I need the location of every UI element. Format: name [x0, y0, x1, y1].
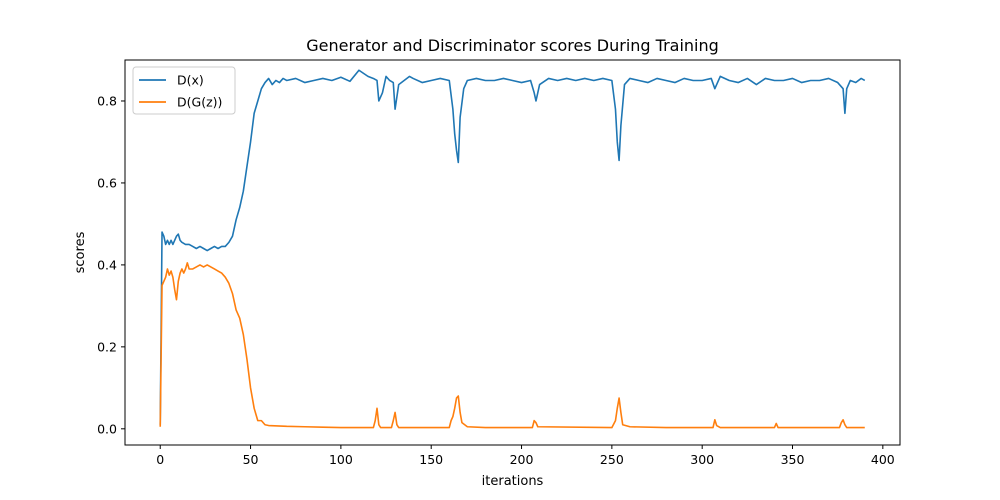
y-tick-label: 0.6: [97, 175, 117, 190]
x-tick-label: 400: [871, 452, 895, 467]
x-tick-label: 350: [781, 452, 805, 467]
x-tick-label: 300: [690, 452, 714, 467]
x-tick-label: 100: [329, 452, 353, 467]
x-tick-label: 0: [156, 452, 164, 467]
series-line-1: [159, 262, 865, 429]
series-layer: [159, 69, 866, 429]
legend-label-0: D(x): [177, 73, 204, 88]
legend-label-1: D(G(z)): [177, 95, 222, 110]
x-tick-label: 250: [600, 452, 624, 467]
chart-title: Generator and Discriminator scores Durin…: [306, 36, 719, 55]
y-tick-label: 0.0: [97, 421, 117, 436]
x-tick-label: 200: [510, 452, 534, 467]
series-line-0: [159, 69, 866, 425]
x-tick-label: 150: [419, 452, 443, 467]
y-tick-label: 0.4: [97, 257, 117, 272]
y-axis-label: scores: [73, 231, 88, 273]
y-tick-label: 0.8: [97, 93, 117, 108]
x-axis-ticks: 0 50 100 150 200 250 300 350 400: [156, 445, 895, 467]
x-axis-label: iterations: [482, 474, 544, 489]
y-axis-ticks: 0.0 0.2 0.4 0.6 0.8: [97, 93, 125, 436]
axes-frame: [124, 59, 901, 446]
y-tick-label: 0.2: [97, 339, 117, 354]
x-tick-label: 50: [243, 452, 259, 467]
legend: D(x) D(G(z)): [132, 66, 236, 115]
